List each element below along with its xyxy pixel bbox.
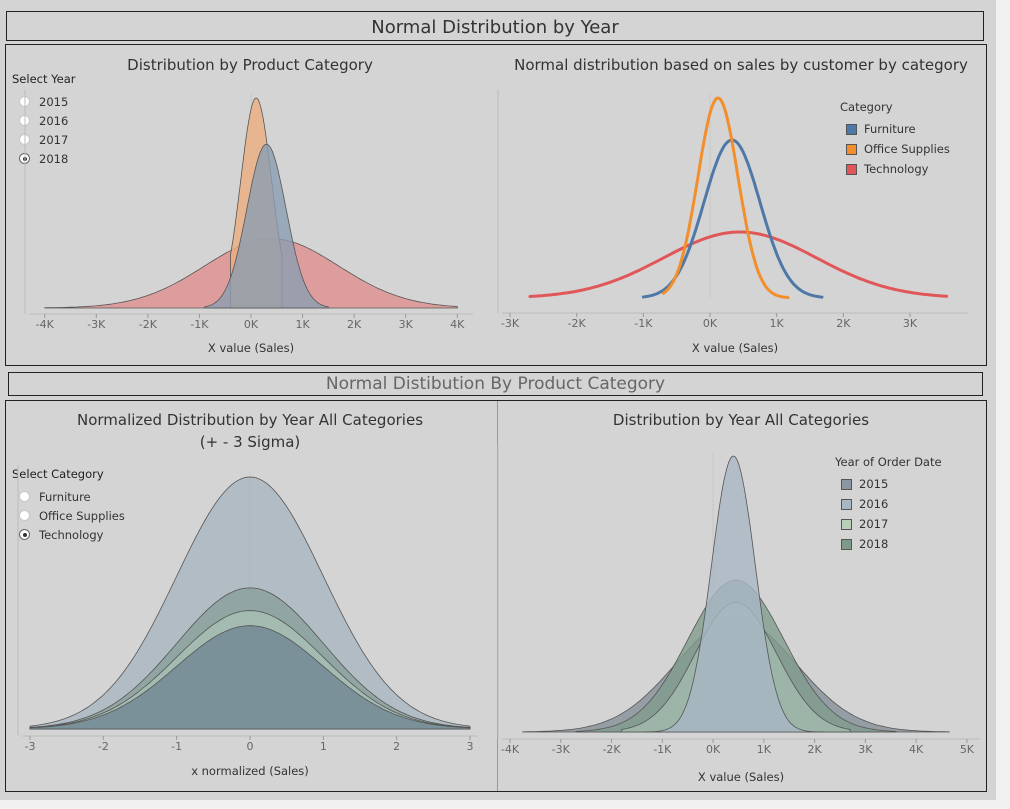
series-line-office-supplies[interactable] [661, 96, 790, 300]
x-tick-label: -3 [25, 740, 36, 753]
x-tick-label: -3K [552, 743, 571, 756]
x-tick-label: -1K [653, 743, 672, 756]
legend-swatch [841, 478, 852, 490]
chart-2-plot: -3K -2K -1K 0K 1K 2K 3K X value (Sales) [497, 90, 968, 355]
category-filter-label: Select Category [12, 467, 104, 481]
x-tick-label: 1 [320, 740, 327, 753]
x-tick-label: 4K [909, 743, 924, 756]
radio-icon[interactable] [19, 491, 30, 502]
series-line-technology[interactable] [528, 230, 949, 298]
legend-item-2017[interactable]: 2017 [841, 514, 975, 534]
x-tick-label: -1K [190, 318, 209, 331]
x-tick-label: -3K [87, 318, 106, 331]
chart-4-title: Distribution by Year All Categories [612, 411, 870, 429]
category-option-office-supplies[interactable]: Office Supplies [12, 506, 152, 525]
year-filter-label: Select Year [12, 72, 76, 86]
x-axis-title: X value (Sales) [208, 341, 294, 355]
x-tick-label: 0K [703, 317, 718, 330]
chart-1-plot: -4K -3K -2K -1K 0K 1K 2K 3K 4K X value (Sales) [24, 90, 473, 355]
x-tick-label: -2K [139, 318, 158, 331]
series-area-2016[interactable] [641, 455, 825, 733]
chart-3-plot: -3 -2 -1 0 1 2 3 x normalized (Sales) [17, 465, 478, 778]
legend-item-furniture[interactable]: Furniture [846, 119, 970, 139]
x-tick-label: 3K [903, 317, 918, 330]
legend-swatch [846, 123, 857, 135]
bottom-section-frame [5, 400, 987, 792]
legend-item-office-supplies[interactable]: Office Supplies [846, 139, 970, 159]
series-area-furniture[interactable] [204, 143, 329, 309]
chart-3-subtitle: (+ - 3 Sigma) [199, 433, 301, 451]
x-tick-label: 1K [757, 743, 772, 756]
legend-item-2016[interactable]: 2016 [841, 494, 975, 514]
top-banner-title: Normal Distribution by Year [371, 17, 619, 38]
x-tick-label: 3 [467, 740, 474, 753]
chart-2-title: Normal distribution based on sales by cu… [514, 56, 968, 74]
legend-item-2018[interactable]: 2018 [841, 534, 975, 554]
x-tick-label: 1K [770, 317, 785, 330]
x-tick-label: 0K [244, 318, 259, 331]
category-legend-title: Category [840, 100, 893, 114]
x-tick-label: -2K [602, 743, 621, 756]
chart-4-plot: -4K -3K -2K -1K 0K 1K 2K 3K 4K 5K X value (Sales) [497, 445, 980, 784]
bottom-banner-title: Normal Distibution By Product Category [325, 374, 666, 394]
x-tick-label: -4K [36, 318, 55, 331]
year-legend: Year of Order Date 2015 2016 2017 2018 [835, 455, 975, 554]
category-legend: Category Furniture Office Supplies Techn… [840, 100, 970, 179]
x-tick-label: -3K [501, 317, 520, 330]
x-tick-label: -1K [634, 317, 653, 330]
x-tick-label: -4K [501, 743, 520, 756]
dashboard: Normal Distribution by Year Normal Disti… [0, 0, 996, 800]
x-axis-title: X value (Sales) [698, 770, 784, 784]
x-tick-label: 0 [247, 740, 254, 753]
x-axis-title: X value (Sales) [692, 341, 778, 355]
x-tick-label: -1 [171, 740, 182, 753]
x-tick-label: -2K [568, 317, 587, 330]
top-section-frame [5, 44, 987, 366]
legend-item-2015[interactable]: 2015 [841, 474, 975, 494]
series-area-2015[interactable] [29, 625, 471, 730]
year-legend-title: Year of Order Date [835, 455, 942, 469]
legend-swatch [846, 163, 857, 175]
x-tick-label: 1K [295, 318, 310, 331]
chart-3-title: Normalized Distribution by Year All Cate… [76, 411, 424, 429]
x-tick-label: 4K [450, 318, 465, 331]
top-banner-frame [6, 11, 984, 41]
x-tick-label: 5K [960, 743, 975, 756]
x-tick-label: 0K [706, 743, 721, 756]
bottom-banner-frame [8, 372, 983, 396]
x-tick-label: 2K [808, 743, 823, 756]
legend-item-technology[interactable]: Technology [846, 159, 970, 179]
x-tick-label: 2K [836, 317, 851, 330]
category-option-technology[interactable]: Technology [12, 525, 152, 544]
category-filter: Select Category Furniture Office Supplie… [12, 467, 152, 544]
legend-swatch [846, 143, 857, 155]
legend-swatch [841, 538, 852, 550]
x-axis-title: x normalized (Sales) [191, 764, 309, 778]
x-tick-label: 3K [399, 318, 414, 331]
x-tick-label: 2 [393, 740, 400, 753]
chart-1-title: Distribution by Product Category [127, 56, 373, 74]
x-tick-label: 3K [858, 743, 873, 756]
x-tick-label: 2K [347, 318, 362, 331]
radio-selected-icon[interactable] [19, 529, 30, 540]
category-option-furniture[interactable]: Furniture [12, 487, 152, 506]
series-line-furniture[interactable] [641, 138, 824, 299]
legend-swatch [841, 518, 852, 530]
radio-icon[interactable] [19, 510, 30, 521]
legend-swatch [841, 498, 852, 510]
x-tick-label: -2 [98, 740, 109, 753]
